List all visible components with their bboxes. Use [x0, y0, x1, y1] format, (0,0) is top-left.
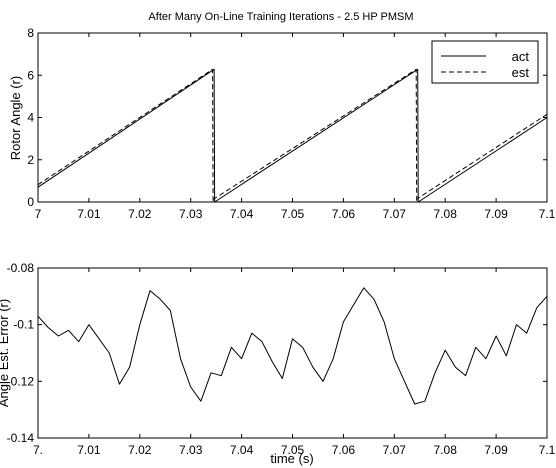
rotor-angle-ytick-label: 8: [27, 26, 34, 40]
rotor-angle-xtick-label: 7.01: [77, 207, 101, 221]
legend-box: [431, 40, 539, 84]
rotor-angle-xtick-label: 7.09: [484, 207, 508, 221]
rotor-angle-axes: Rotor Angle (r) 7 7.01 7.02 7.03 7.04 7.05 7.0…: [8, 26, 556, 221]
rotor-angle-xtick-label: 7.04: [230, 207, 254, 221]
rotor-angle-xtick-label: 7.03: [179, 207, 203, 221]
legend: act est: [431, 40, 539, 84]
rotor-angle-ylabel: Rotor Angle (r): [8, 76, 23, 161]
rotor-angle-xtick-label: 7.07: [383, 207, 407, 221]
angle-error-ytick-label: -0.08: [7, 261, 35, 275]
rotor-angle-ytick-label: 2: [27, 153, 34, 167]
angle-error-xtick-label: 7.06: [332, 443, 356, 457]
angle-error-xtick-label: 7.09: [484, 443, 508, 457]
angle-error-xtick-label: 7.02: [128, 443, 152, 457]
angle-error-xtick-label: 7.1: [539, 443, 556, 457]
angle-error-xlabel: time (s): [270, 451, 313, 466]
angle-error-ylabel: Angle Est. Error (r): [0, 299, 11, 407]
series-est-line: [37, 68, 548, 203]
angle-error-ytick-label: -0.1: [13, 318, 34, 332]
rotor-angle-ytick-label: 4: [27, 111, 34, 125]
legend-label-act: act: [512, 49, 530, 64]
rotor-angle-ytick-label: 6: [27, 68, 34, 82]
rotor-angle-xtick-label: 7.02: [128, 207, 152, 221]
legend-label-est: est: [512, 65, 530, 80]
angle-error-xtick-label: 7.07: [383, 443, 407, 457]
rotor-angle-xtick-label: 7.08: [434, 207, 458, 221]
angle-error-xtick-label: 7.01: [77, 443, 101, 457]
angle-error-axes: Angle Est. Error (r) time (s) 7. 7.01 7.02…: [0, 261, 556, 466]
figure-title: After Many On-Line Training Iterations -…: [148, 11, 413, 23]
rotor-angle-xtick-label: 7.05: [281, 207, 305, 221]
rotor-angle-xtick-label: 7.1: [539, 207, 556, 221]
angle-error-xtick-label: 7.04: [230, 443, 254, 457]
rotor-angle-xtick-label: 7: [35, 207, 42, 221]
rotor-angle-ytick-label: 0: [27, 195, 34, 209]
rotor-angle-xtick-label: 7.06: [332, 207, 356, 221]
angle-error-xtick-label: 7.05: [281, 443, 305, 457]
series-act-line: [37, 68, 548, 203]
angle-error-plot-frame: [37, 267, 548, 439]
angle-error-xtick-label: 7.08: [434, 443, 458, 457]
angle-error-xtick-label: 7.03: [179, 443, 203, 457]
angle-error-ytick-label: -0.12: [7, 374, 35, 388]
angle-error-xtick-label: 7.: [33, 443, 43, 457]
angle-error-series-line: [37, 287, 548, 405]
angle-error-ytick-label: -0.14: [7, 431, 35, 445]
